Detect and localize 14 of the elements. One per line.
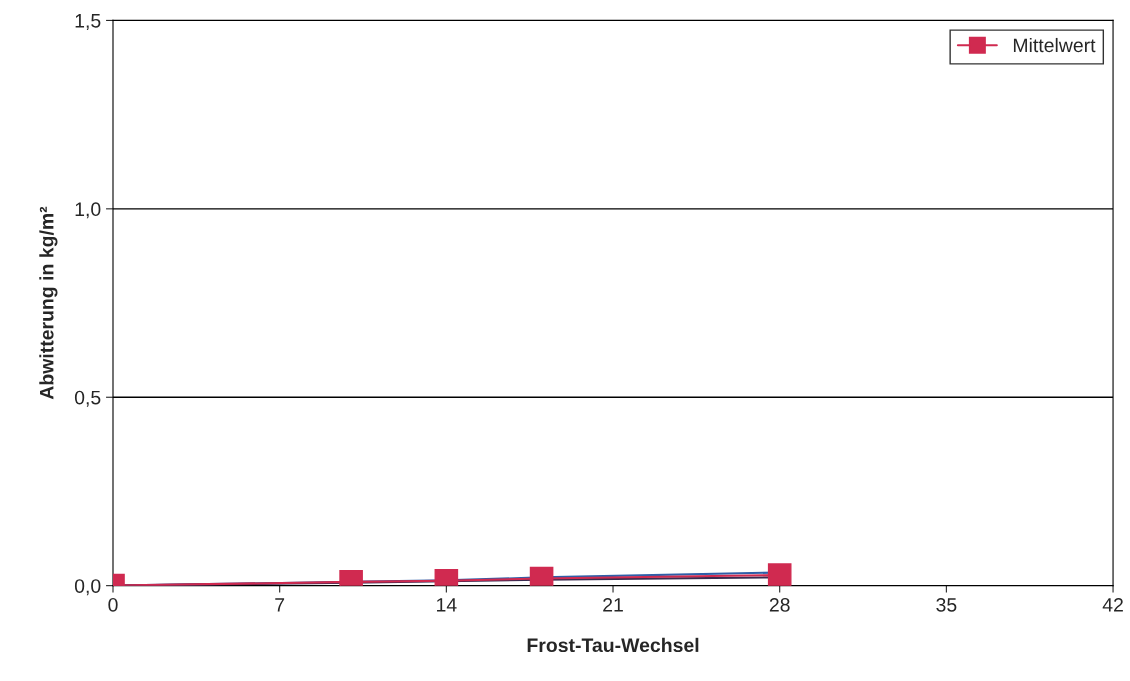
legend-label: Mittelwert bbox=[1013, 37, 1096, 53]
x-tick-label: 42 bbox=[1102, 597, 1123, 612]
y-tick-label: 0,0 bbox=[74, 579, 101, 596]
x-tick-label: 14 bbox=[437, 598, 457, 612]
x-tick-label: 0 bbox=[108, 597, 118, 612]
y-tick-label: 1,0 bbox=[75, 202, 101, 219]
x-axis-title: Frost-Tau-Wechsel bbox=[527, 637, 699, 653]
x-tick-label: 28 bbox=[769, 597, 790, 612]
x-tick-label: 21 bbox=[603, 597, 623, 612]
x-tick-label: 35 bbox=[936, 597, 957, 612]
x-tick-label: 7 bbox=[275, 598, 285, 612]
y-tick-label: 1,5 bbox=[75, 14, 101, 30]
y-axis-title: Abwitterung in kg/m² bbox=[39, 206, 58, 400]
y-tick-label: 0,5 bbox=[74, 390, 101, 407]
